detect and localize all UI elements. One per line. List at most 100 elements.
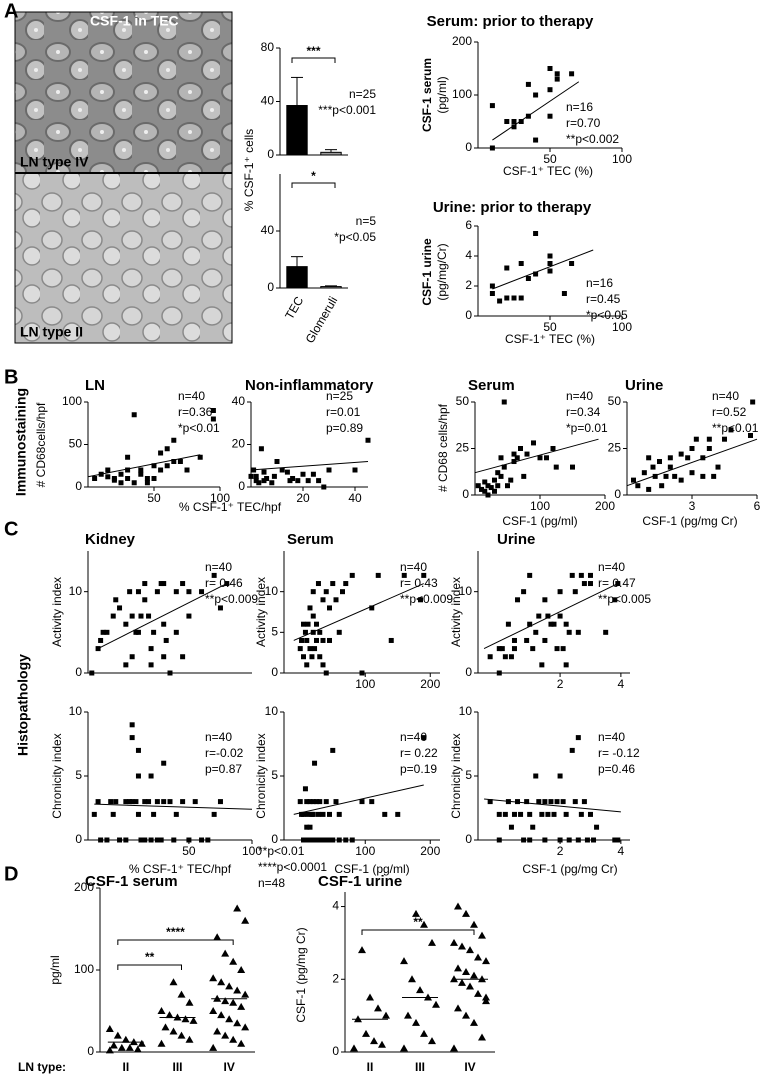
scatter-point [542, 837, 548, 843]
scatter-point [117, 837, 123, 843]
scatter-point [113, 799, 119, 805]
scatter-point [158, 467, 164, 473]
scatter-point [635, 483, 641, 489]
chart-title: Serum [287, 531, 334, 548]
data-point [366, 993, 374, 1001]
scatter-point [530, 824, 536, 830]
significance-label: **** [166, 925, 185, 939]
scatter-point [569, 261, 575, 266]
scatter-point [310, 613, 316, 619]
panel-letter: C [4, 518, 18, 540]
scatter-point [154, 589, 160, 595]
scatter-point [323, 589, 329, 595]
y-tick-label: 25 [608, 441, 622, 455]
scatter-point [317, 629, 323, 635]
annotation: p=0.87 [205, 762, 242, 776]
scatter-point [685, 455, 691, 461]
scatter-point [167, 799, 173, 805]
scatter-point [539, 662, 545, 668]
data-point [189, 1016, 198, 1024]
y-tick-label: 0 [271, 665, 278, 679]
scatter-point [310, 811, 316, 817]
data-point [137, 1039, 146, 1047]
scatter-point [129, 613, 135, 619]
scatter-point [320, 637, 326, 643]
scatter-point [336, 629, 342, 635]
data-point [109, 1041, 118, 1049]
data-point [362, 1029, 370, 1037]
data-point [450, 938, 458, 946]
chart-title: Urine [625, 377, 663, 394]
scatter-point [108, 799, 114, 805]
scatter-point [151, 463, 157, 469]
data-point [229, 998, 238, 1006]
scatter-point [269, 480, 275, 486]
x-tick-label: 3 [689, 499, 696, 513]
scatter-point [163, 637, 169, 643]
x-tick-label: IV [223, 1060, 234, 1074]
scatter-point [591, 837, 597, 843]
data-point [400, 957, 408, 965]
x-tick-label: 40 [348, 491, 362, 505]
scatter-point [485, 492, 491, 498]
data-point [370, 1037, 378, 1045]
y-tick-label: 25 [456, 441, 470, 455]
scatter-point [496, 670, 502, 676]
fit-line [484, 798, 621, 813]
data-point [432, 1000, 440, 1008]
scatter-point [340, 589, 345, 595]
scatter-point [154, 837, 160, 843]
scatter-point [135, 773, 141, 779]
data-point [478, 931, 486, 939]
data-point [428, 938, 436, 946]
scatter-point [489, 291, 495, 296]
annotation: r=0.34 [566, 405, 601, 419]
scatter-point [514, 455, 520, 461]
annotation: r=0.70 [566, 116, 601, 130]
scatter-point [173, 629, 179, 635]
data-point [404, 1011, 412, 1019]
scatter-point [180, 581, 186, 587]
scatter-point [302, 629, 308, 635]
annotation: *p=0.01 [566, 421, 608, 435]
scatter-point [343, 837, 349, 843]
data-point [237, 1039, 246, 1047]
scatter-point [496, 811, 502, 817]
scatter-point [521, 589, 527, 595]
x-tick-label: 100 [210, 491, 230, 505]
scatter-point [504, 295, 510, 301]
scatter-point [572, 589, 578, 595]
scatter-point [492, 477, 497, 483]
annotation: n=25 [326, 389, 353, 403]
scatter-point [615, 837, 621, 843]
annotation: r= 0.22 [400, 746, 438, 760]
scatter-point [521, 837, 527, 843]
scatter-point [554, 71, 560, 77]
y-axis-label: Chronicity index [449, 733, 463, 818]
scatter-point [489, 283, 495, 289]
data-point [237, 1002, 246, 1010]
scatter-point [118, 480, 124, 486]
scatter-point [98, 837, 104, 843]
data-point [358, 946, 366, 954]
data-point [378, 1040, 386, 1048]
data-point [185, 998, 194, 1006]
data-point [482, 997, 490, 1005]
scatter-point [482, 479, 488, 485]
data-point [221, 949, 230, 957]
scatter-point [572, 799, 578, 805]
scatter-point [706, 446, 712, 451]
data-point [400, 1044, 408, 1052]
data-point [157, 1007, 166, 1014]
scatter-point [297, 646, 303, 652]
scatter-point [125, 467, 131, 473]
scatter-point [133, 629, 139, 635]
y-tick-label: 0 [465, 308, 472, 322]
scatter-point [581, 581, 587, 587]
scatter-point [133, 799, 139, 805]
scatter-point [641, 470, 647, 476]
annotation: p=0.46 [598, 762, 635, 776]
y-tick-label: 0 [267, 147, 274, 161]
scatter-point [369, 799, 375, 805]
data-point [177, 990, 186, 998]
